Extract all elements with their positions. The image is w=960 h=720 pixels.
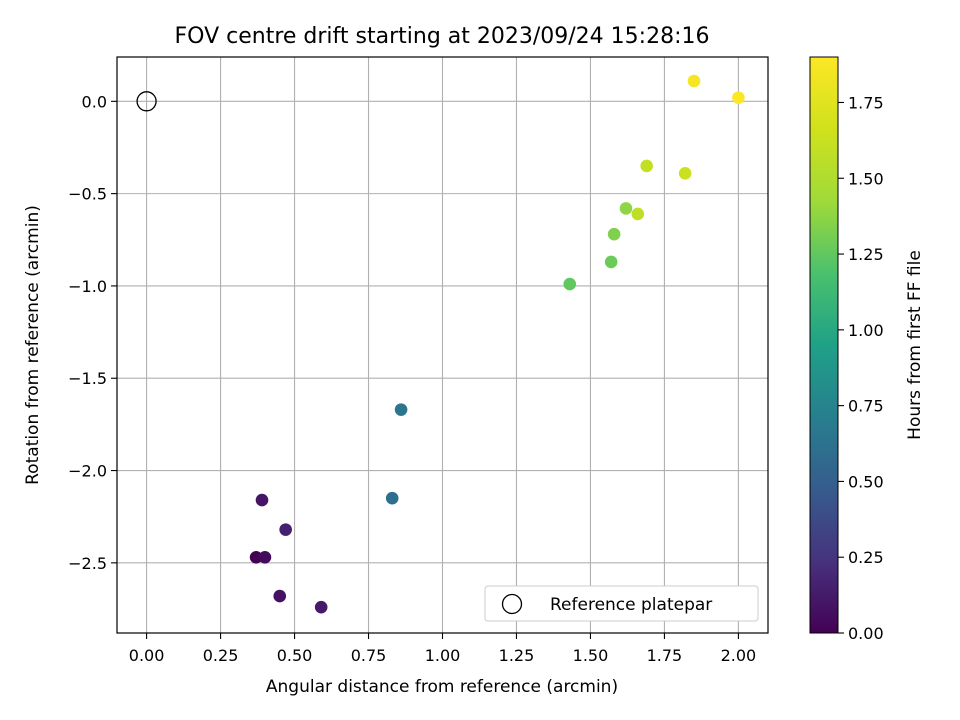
x-tick-label: 1.00 <box>425 646 461 665</box>
data-point <box>678 167 692 180</box>
data-point <box>687 74 701 88</box>
colorbar: 0.00 0.25 0.50 0.75 1.00 1.25 1.50 1.75 Hours f… <box>809 56 925 643</box>
colorbar-tick-label: 1.50 <box>848 169 884 188</box>
grid-lines <box>117 57 768 633</box>
data-point <box>732 91 745 104</box>
data-point <box>258 551 272 564</box>
legend-reference-marker <box>501 593 523 615</box>
y-tick-label: −2.5 <box>68 554 107 573</box>
y-axis-label: Rotation from reference (arcmin) <box>23 205 43 485</box>
x-tick-label: 0.25 <box>203 646 239 665</box>
data-point <box>619 202 633 215</box>
data-point <box>314 600 328 614</box>
x-tick-label: 0.00 <box>129 646 165 665</box>
x-tick-label: 0.75 <box>351 646 387 665</box>
legend: Reference platepar <box>484 585 759 622</box>
data-point <box>279 523 292 536</box>
colorbar-gradient <box>809 56 839 634</box>
y-tick-label: −1.5 <box>68 369 107 388</box>
y-axis-ticks: 0.0 −0.5 −1.0 −1.5 −2.0 −2.5 <box>68 92 117 573</box>
data-point <box>394 403 408 416</box>
data-point <box>631 207 645 221</box>
colorbar-tick-label: 0.00 <box>848 624 884 643</box>
legend-box <box>484 585 759 622</box>
colorbar-tick-label: 1.00 <box>848 321 884 340</box>
colorbar-tick-label: 0.25 <box>848 548 884 567</box>
colorbar-tick-label: 0.75 <box>848 397 884 416</box>
data-point <box>255 493 269 507</box>
x-tick-label: 0.50 <box>277 646 313 665</box>
reference-platepar-marker <box>136 91 157 112</box>
data-points <box>136 74 745 614</box>
colorbar-tick-label: 0.50 <box>848 472 884 491</box>
x-tick-label: 1.25 <box>499 646 535 665</box>
data-point <box>563 277 577 291</box>
colorbar-tick-label: 1.75 <box>848 93 884 112</box>
y-tick-label: −1.0 <box>68 277 107 296</box>
y-tick-label: 0.0 <box>82 92 107 111</box>
colorbar-label: Hours from first FF file <box>905 250 925 440</box>
data-point <box>607 227 621 241</box>
x-tick-label: 1.75 <box>647 646 683 665</box>
y-tick-label: −0.5 <box>68 185 107 204</box>
colorbar-tick-label: 1.25 <box>848 245 884 264</box>
x-tick-label: 2.00 <box>721 646 757 665</box>
x-tick-label: 1.50 <box>573 646 609 665</box>
y-tick-label: −2.0 <box>68 462 107 481</box>
colorbar-ticks: 0.00 0.25 0.50 0.75 1.00 1.25 1.50 1.75 <box>838 93 884 643</box>
data-point <box>249 551 263 564</box>
data-point <box>273 589 287 603</box>
chart-title: FOV centre drift starting at 2023/09/24 … <box>175 24 710 49</box>
data-point <box>640 159 653 173</box>
x-axis-label: Angular distance from reference (arcmin) <box>266 677 618 697</box>
legend-reference-label: Reference platepar <box>550 595 712 615</box>
x-axis-ticks: 0.00 0.25 0.50 0.75 1.00 1.25 1.50 1.75 2.00 <box>129 633 756 665</box>
data-point <box>385 491 399 505</box>
data-point <box>604 255 618 269</box>
